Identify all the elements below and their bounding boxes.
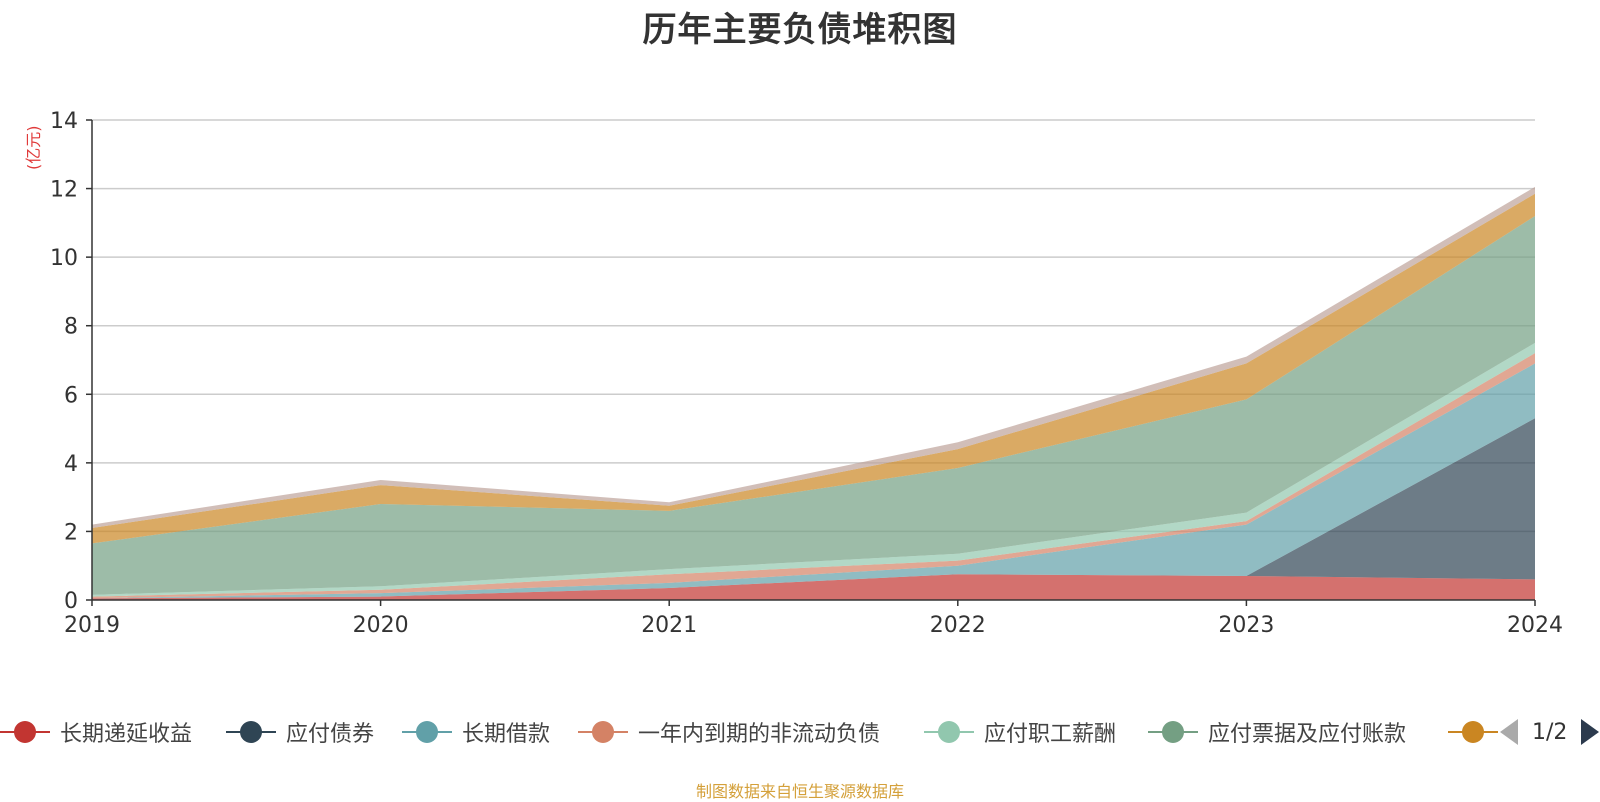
legend-label: 应付职工薪酬	[984, 722, 1117, 747]
legend-marker-icon	[402, 712, 452, 752]
x-tick-label: 2022	[930, 613, 986, 638]
data-source-note: 制图数据来自恒生聚源数据库	[695, 782, 904, 801]
legend-label: 长期借款	[462, 722, 551, 747]
y-tick-label: 10	[50, 246, 78, 271]
area-series-0	[92, 574, 1535, 600]
x-tick-label: 2020	[353, 613, 409, 638]
legend: 长期递延收益 应付债券 长期借款 一年内到期的非流动负债 应付职工薪酬 应付票据及应付账款	[0, 712, 1600, 752]
legend-item[interactable]: 应付职工薪酬	[924, 712, 1116, 752]
legend-marker-icon	[226, 712, 276, 752]
legend-label: 应付票据及应付账款	[1208, 722, 1407, 747]
legend-item[interactable]: 长期递延收益	[0, 712, 192, 752]
area-series-6	[92, 193, 1535, 544]
legend-prev-arrow-icon[interactable]	[1500, 719, 1518, 745]
y-tick-label: 12	[50, 178, 78, 203]
area-series-5	[92, 216, 1535, 595]
y-tick-label: 6	[64, 383, 78, 408]
stacked-area-chart: 0 2 4 6 8 10 12 14 2019 2020 2021 2022 2023 2024	[50, 109, 1563, 638]
legend-marker-icon	[578, 712, 628, 752]
chart-title: 历年主要负债堆积图	[642, 10, 958, 50]
x-tick-label: 2021	[641, 613, 697, 638]
y-tick-label: 2	[64, 520, 78, 545]
legend-marker-icon	[0, 712, 50, 752]
legend-item[interactable]: 应付债券	[226, 712, 374, 752]
legend-item[interactable]: 一年内到期的非流动负债	[578, 712, 880, 752]
legend-page-indicator: 1/2	[1532, 719, 1568, 745]
legend-pager: 1/2	[1500, 712, 1600, 752]
legend-marker-icon	[1448, 712, 1498, 752]
legend-item[interactable]: 应付票据及应付账款	[1148, 712, 1406, 752]
x-tick-label: 2023	[1218, 613, 1274, 638]
legend-marker-icon	[924, 712, 974, 752]
y-tick-label: 14	[50, 109, 78, 134]
x-tick-label: 2024	[1507, 613, 1563, 638]
legend-next-arrow-icon[interactable]	[1581, 719, 1600, 745]
legend-item[interactable]: 长期借款	[402, 712, 550, 752]
y-tick-label: 8	[64, 315, 78, 340]
legend-item[interactable]	[1448, 712, 1498, 752]
legend-label: 应付债券	[286, 722, 375, 747]
legend-label: 一年内到期的非流动负债	[638, 722, 881, 747]
y-tick-label: 0	[64, 589, 78, 614]
x-tick-label: 2019	[64, 613, 120, 638]
area-series-2	[92, 363, 1535, 599]
legend-marker-icon	[1148, 712, 1198, 752]
legend-label: 长期递延收益	[60, 722, 193, 747]
area-series-7	[92, 186, 1535, 528]
y-tick-label: 4	[64, 452, 78, 477]
